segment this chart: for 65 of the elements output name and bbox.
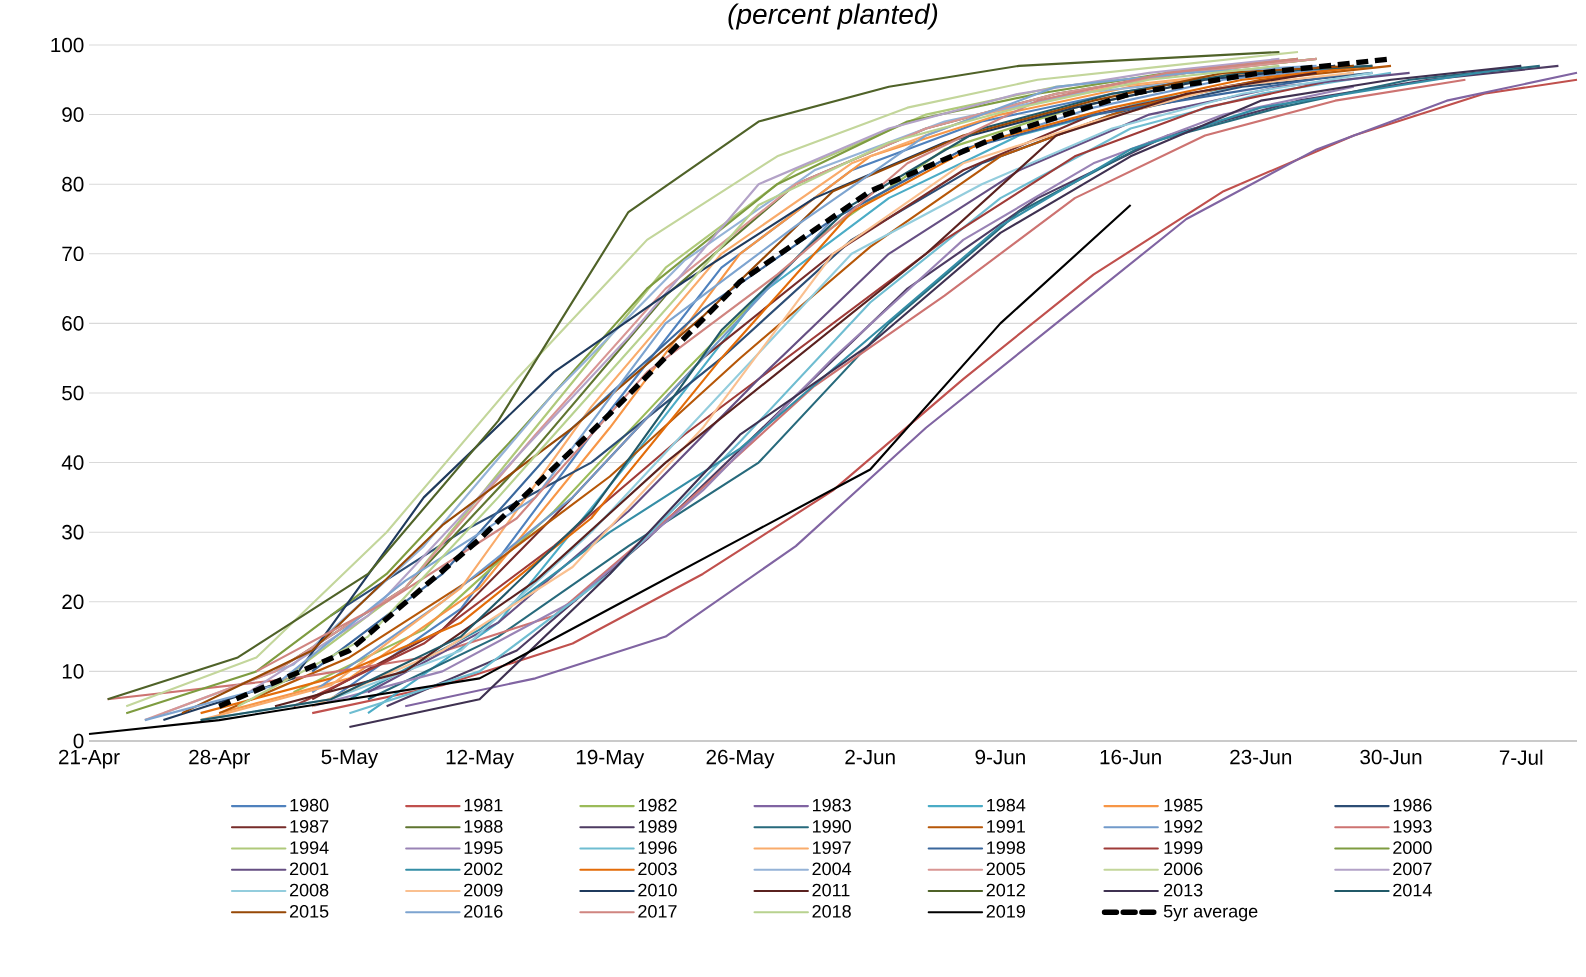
legend-label: 2008 bbox=[289, 883, 329, 897]
legend-label: 1980 bbox=[290, 798, 329, 812]
legend-label: 2004 bbox=[812, 862, 852, 876]
legend-label: 2014 bbox=[1393, 883, 1432, 897]
y-tick-label: 70 bbox=[62, 246, 84, 262]
legend-label: 5yr average bbox=[1163, 905, 1258, 922]
legend-label: 1987 bbox=[290, 820, 329, 833]
legend-label: 1990 bbox=[812, 820, 851, 833]
y-tick-label: 90 bbox=[62, 107, 84, 122]
legend-label: 1983 bbox=[812, 798, 851, 812]
legend-label: 2018 bbox=[812, 904, 851, 918]
y-tick-label: 30 bbox=[62, 524, 84, 540]
y-tick-label: 0 bbox=[73, 733, 84, 749]
legend-label: 2006 bbox=[1164, 862, 1203, 876]
y-tick-label: 40 bbox=[61, 455, 84, 470]
legend-label: 2005 bbox=[986, 862, 1026, 876]
legend-label: 2016 bbox=[464, 904, 503, 918]
legend-label: 2013 bbox=[1164, 883, 1203, 897]
legend-label: 2003 bbox=[638, 862, 677, 876]
legend-label: 2009 bbox=[464, 883, 503, 897]
x-tick-label: 5-May bbox=[321, 749, 379, 769]
x-tick-label: 28-Apr bbox=[189, 749, 250, 769]
legend-label: 2015 bbox=[289, 904, 329, 918]
x-tick-label: 9-Jun bbox=[975, 749, 1025, 765]
legend-label: 2017 bbox=[638, 904, 677, 918]
legend-label: 2007 bbox=[1393, 862, 1432, 876]
y-tick-label: 60 bbox=[62, 316, 84, 331]
legend-label: 2002 bbox=[464, 862, 503, 876]
legend-label: 2019 bbox=[986, 904, 1025, 918]
x-tick-label: 12-May bbox=[446, 749, 515, 769]
legend-label: 1989 bbox=[638, 820, 677, 833]
legend-label: 1982 bbox=[638, 798, 677, 812]
legend-label: 1998 bbox=[987, 841, 1026, 854]
y-tick-label: 10 bbox=[62, 664, 84, 679]
y-tick-label: 80 bbox=[62, 176, 84, 192]
legend-label: 2001 bbox=[289, 862, 329, 876]
legend-label: 2011 bbox=[812, 883, 850, 897]
y-tick-label: 20 bbox=[62, 594, 84, 610]
legend-label: 1992 bbox=[1164, 820, 1203, 833]
y-tick-label: 100 bbox=[51, 37, 84, 53]
legend-label: 1986 bbox=[1393, 798, 1432, 812]
x-tick-label: 19-May bbox=[576, 749, 645, 769]
legend-label: 1999 bbox=[1164, 841, 1203, 854]
legend-label: 1988 bbox=[464, 820, 503, 833]
legend-label: 1995 bbox=[464, 841, 503, 854]
x-tick-label: 16-Jun bbox=[1100, 749, 1161, 765]
legend-label: 2010 bbox=[638, 883, 677, 897]
x-tick-label: 2-Jun bbox=[845, 749, 895, 765]
legend-label: 1996 bbox=[638, 841, 677, 854]
legend-label: 2000 bbox=[1393, 841, 1432, 854]
legend-label: 1981 bbox=[464, 798, 503, 812]
x-tick-label: 30-Jun bbox=[1360, 749, 1422, 765]
legend-label: 1991 bbox=[987, 820, 1025, 833]
x-tick-label: 21-Apr bbox=[59, 749, 120, 769]
legend-label: 2012 bbox=[986, 883, 1025, 897]
legend-label: 1985 bbox=[1164, 798, 1203, 812]
legend-label: 1997 bbox=[812, 841, 851, 854]
x-tick-label: 26-May bbox=[706, 749, 775, 769]
legend-label: 1993 bbox=[1393, 820, 1432, 833]
x-tick-label: 7-Jul bbox=[1499, 749, 1543, 765]
chart-title: (percent planted) bbox=[728, 3, 938, 30]
legend-label: 1994 bbox=[290, 841, 329, 854]
y-tick-label: 50 bbox=[62, 385, 84, 401]
legend-label: 1984 bbox=[987, 798, 1026, 812]
x-tick-label: 23-Jun bbox=[1230, 749, 1292, 765]
